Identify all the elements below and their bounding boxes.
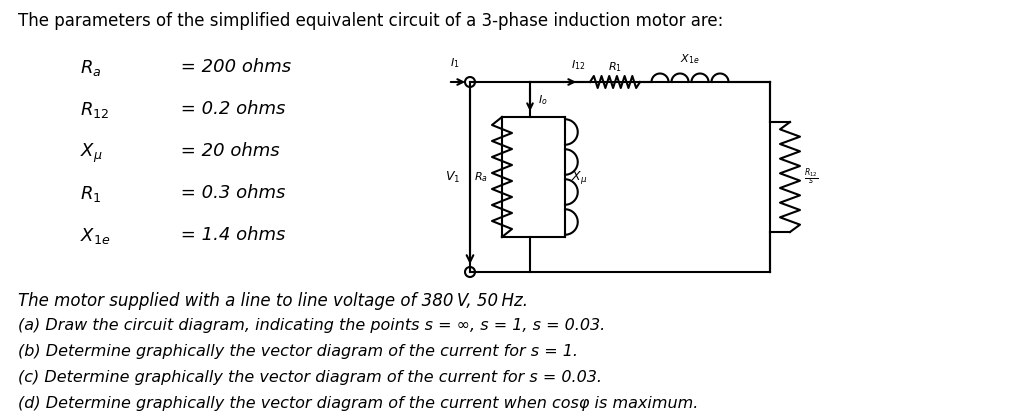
Text: (b) Determine graphically the vector diagram of the current for s = 1.: (b) Determine graphically the vector dia… [18, 344, 578, 359]
Text: $R_1$: $R_1$ [80, 184, 101, 204]
Text: = 20 ohms: = 20 ohms [175, 142, 280, 160]
Text: $X_{1e}$: $X_{1e}$ [80, 226, 111, 246]
Text: $I_o$: $I_o$ [538, 93, 548, 107]
Text: $X_\mu$: $X_\mu$ [571, 168, 588, 186]
Text: The parameters of the simplified equivalent circuit of a 3-phase induction motor: The parameters of the simplified equival… [18, 12, 723, 30]
Text: = 200 ohms: = 200 ohms [175, 58, 291, 76]
Text: (d) Determine graphically the vector diagram of the current when cosφ is maximum: (d) Determine graphically the vector dia… [18, 396, 698, 411]
Text: $I_1$: $I_1$ [451, 56, 460, 70]
Text: $X_{1e}$: $X_{1e}$ [680, 52, 699, 66]
Text: $\frac{R_{12}}{s}$: $\frac{R_{12}}{s}$ [804, 166, 818, 188]
Text: $X_\mu$: $X_\mu$ [80, 142, 102, 165]
Text: $R_1$: $R_1$ [608, 60, 622, 74]
Text: $I_{12}$: $I_{12}$ [571, 58, 586, 72]
Text: = 0.3 ohms: = 0.3 ohms [175, 184, 286, 202]
Text: (c) Determine graphically the vector diagram of the current for s = 0.03.: (c) Determine graphically the vector dia… [18, 370, 602, 385]
Text: $R_a$: $R_a$ [474, 170, 488, 184]
Text: = 0.2 ohms: = 0.2 ohms [175, 100, 286, 118]
Text: $V_1$: $V_1$ [444, 169, 460, 184]
Text: The motor supplied with a line to line voltage of 380 V, 50 Hz.: The motor supplied with a line to line v… [18, 292, 528, 310]
Text: (a) Draw the circuit diagram, indicating the points s = ∞, s = 1, s = 0.03.: (a) Draw the circuit diagram, indicating… [18, 318, 605, 333]
Text: $R_{12}$: $R_{12}$ [80, 100, 110, 120]
Text: = 1.4 ohms: = 1.4 ohms [175, 226, 286, 244]
Text: $R_a$: $R_a$ [80, 58, 101, 78]
